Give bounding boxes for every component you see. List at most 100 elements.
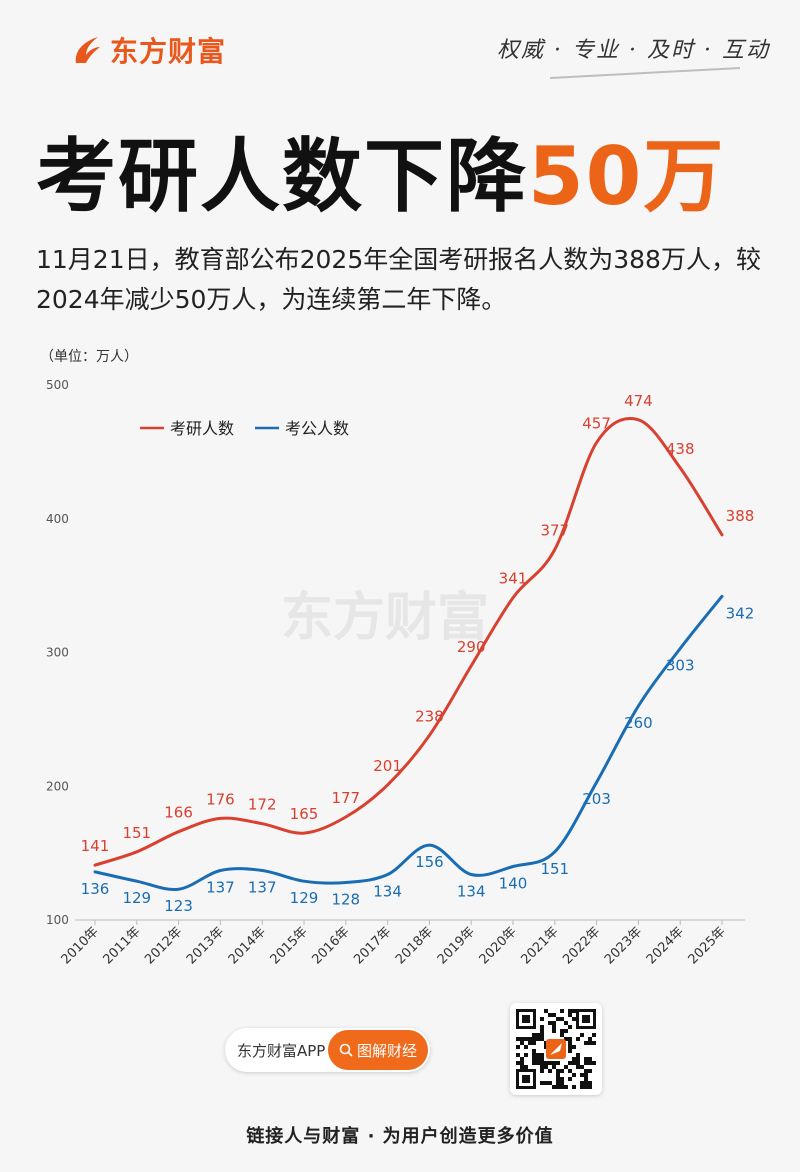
qr-module (572, 1057, 576, 1061)
qr-module (540, 1017, 544, 1021)
series-line (93, 416, 724, 867)
qr-module (584, 1061, 588, 1065)
y-tick-label: 200 (46, 779, 69, 793)
qr-module (572, 1009, 576, 1013)
tujie-button[interactable]: 图解财经 (328, 1030, 428, 1070)
data-label: 128 (331, 891, 360, 909)
page-title: 考研人数下降50万 (36, 112, 725, 228)
unit-label: （单位：万人） (40, 349, 138, 365)
qr-module (592, 1041, 596, 1045)
data-label: 474 (624, 392, 653, 410)
data-label: 457 (582, 415, 611, 433)
y-tick-label: 500 (46, 378, 69, 392)
qr-module (532, 1037, 536, 1041)
qr-module (568, 1045, 572, 1049)
qr-module (520, 1037, 524, 1041)
legend-label: 考公人数 (285, 419, 349, 438)
qr-module (532, 1033, 536, 1037)
watermark: 东方财富 (281, 588, 489, 648)
data-label: 134 (373, 883, 402, 901)
qr-module (568, 1061, 572, 1065)
qr-module (540, 1057, 544, 1061)
qr-module (580, 1033, 584, 1037)
qr-module (516, 1045, 520, 1049)
qr-module (540, 1081, 544, 1085)
qr-module (556, 1085, 560, 1089)
x-tick-label: 2017年 (351, 924, 394, 967)
qr-module (564, 1029, 568, 1033)
qr-module (584, 1069, 588, 1073)
data-label: 140 (499, 875, 528, 893)
app-pill[interactable]: 东方财富APP 图解财经 (225, 1028, 430, 1072)
qr-module (592, 1061, 596, 1065)
qr-module (560, 1085, 564, 1089)
qr-module (536, 1061, 540, 1065)
data-label: 136 (81, 880, 110, 898)
series-line (93, 594, 724, 891)
qr-module (564, 1021, 568, 1025)
data-label: 151 (122, 824, 151, 842)
qr-module (560, 1077, 564, 1081)
qr-module (540, 1053, 544, 1057)
qr-module (552, 1085, 556, 1089)
qr-module (584, 1077, 588, 1081)
qr-module (576, 1057, 580, 1061)
brand-flame-icon (75, 37, 100, 63)
qr-module (524, 1045, 528, 1049)
qr-module (556, 1081, 560, 1085)
qr-module (552, 1029, 556, 1033)
legend-label: 考研人数 (170, 419, 234, 438)
qr-module (536, 1033, 540, 1037)
data-label: 303 (666, 656, 695, 674)
data-label: 290 (457, 638, 486, 656)
x-tick-label: 2010年 (59, 924, 102, 967)
qr-module (540, 1033, 544, 1037)
qr-module (552, 1025, 556, 1029)
data-label: 123 (164, 897, 193, 915)
data-label: 151 (540, 860, 569, 878)
qr-module (556, 1073, 560, 1077)
data-label: 342 (726, 604, 755, 622)
qr-module (572, 1085, 576, 1089)
qr-module (544, 1009, 548, 1013)
qr-module (524, 1053, 528, 1057)
x-tick-label: 2021年 (518, 924, 561, 967)
qr-module (572, 1045, 576, 1049)
qr-module (540, 1025, 544, 1029)
x-tick-label: 2011年 (100, 924, 143, 967)
qr-module (580, 1085, 584, 1089)
data-label: 341 (499, 570, 528, 588)
search-icon (339, 1043, 353, 1057)
qr-module (588, 1041, 592, 1045)
data-label: 129 (122, 889, 151, 907)
footer-tagline: 链接人与财富 · 为用户创造更多价值 (246, 1126, 554, 1147)
data-label: 172 (248, 796, 277, 814)
qr-module (588, 1085, 592, 1089)
qr-module (548, 1069, 552, 1073)
qr-module (580, 1081, 584, 1085)
qr-module (552, 1013, 556, 1017)
qr-module (588, 1061, 592, 1065)
data-label: 203 (582, 790, 611, 808)
qr-module (540, 1037, 544, 1041)
qr-module (536, 1037, 540, 1041)
qr-module (536, 1057, 540, 1061)
data-label: 238 (415, 707, 444, 725)
x-tick-label: 2012年 (142, 924, 185, 967)
qr-module (580, 1065, 584, 1069)
qr-module (588, 1057, 592, 1061)
y-tick-label: 400 (46, 512, 69, 526)
slogan: 权威 · 专业 · 及时 · 互动 (497, 38, 770, 63)
qr-module (516, 1037, 520, 1041)
qr-center-arrow-icon (550, 1043, 562, 1055)
qr-module (564, 1085, 568, 1089)
qr-module (528, 1041, 532, 1045)
x-tick-label: 2025年 (686, 924, 729, 967)
qr-module (552, 1061, 556, 1065)
qr-module (576, 1037, 580, 1041)
data-label: 377 (540, 522, 569, 540)
qr-module (568, 1037, 572, 1041)
qr-module (560, 1069, 564, 1073)
title-main: 考研人数下降 (36, 130, 528, 223)
